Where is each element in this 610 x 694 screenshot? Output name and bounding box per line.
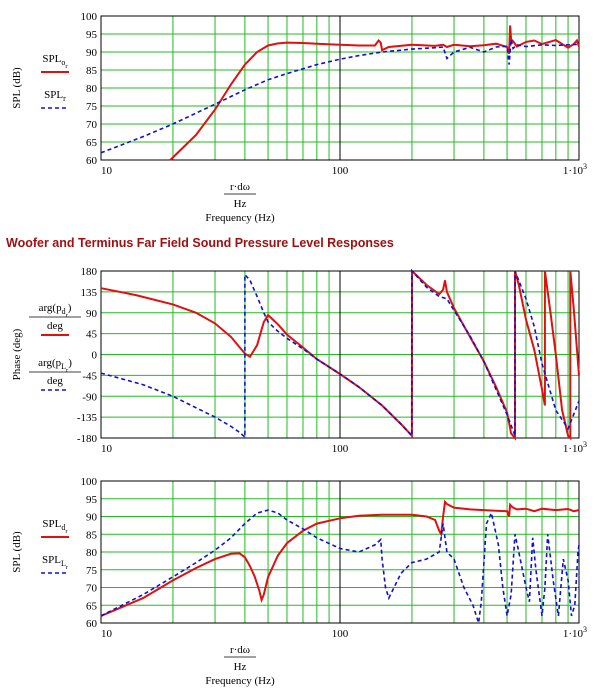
x-tick-exponent: 3: [583, 625, 587, 634]
series-line-2: [100, 509, 580, 624]
x-axis-label: Frequency (Hz): [205, 212, 275, 224]
y-tick-label: 75: [86, 101, 98, 113]
legend-main: p: [56, 357, 62, 369]
legend-main: SPL: [42, 53, 61, 65]
y-tick-label: 135: [81, 287, 98, 299]
y-tick-label: 85: [86, 529, 98, 541]
y-tick-label: 75: [86, 565, 98, 577]
y-tick-label: 100: [81, 476, 98, 488]
series-line-1: [100, 268, 580, 441]
x-tick-exponent: 3: [583, 440, 587, 449]
y-tick-label: 70: [86, 119, 98, 131]
y-tick-label: 70: [86, 583, 98, 595]
y-axis-label: Phase (deg): [11, 328, 23, 380]
plot-frame: [100, 270, 580, 439]
series-line-1: [169, 25, 580, 161]
legend-subsub: r: [65, 63, 68, 70]
y-tick-label: 65: [86, 600, 98, 612]
x-tick-label: 10: [101, 165, 113, 177]
y-tick-label: 95: [86, 29, 98, 41]
x-expression-numerator: r·dω: [230, 181, 250, 193]
x-tick-label: 10: [101, 443, 113, 455]
x-tick-label: 100: [332, 165, 349, 177]
x-tick-label: 1·103: [563, 162, 587, 177]
series-line-2: [100, 39, 580, 154]
legend-close: ): [68, 302, 72, 314]
legend-subsub: r: [66, 312, 69, 319]
y-tick-label: 0: [92, 350, 98, 362]
legend-sub: d: [61, 523, 65, 532]
series-line-2: [100, 268, 580, 439]
y-tick-label: 90: [86, 308, 98, 320]
y-tick-label: 80: [86, 83, 98, 95]
legend-subsub: r: [66, 564, 69, 571]
x-expression-denominator: Hz: [234, 661, 247, 673]
legend-label: SPLor: [42, 53, 68, 70]
y-tick-label: 90: [86, 47, 98, 59]
chart-2: -180 -135 -90 -45 0 45 90 135 180 10 100 1·103 Phase…: [11, 266, 587, 455]
y-tick-label: -180: [77, 433, 98, 445]
x-tick-label: 10: [101, 628, 113, 640]
legend-label: SPLLr: [42, 554, 69, 571]
y-tick-label: 90: [86, 512, 98, 524]
y-tick-label: 45: [86, 329, 98, 341]
legend-sub: r: [63, 94, 66, 103]
legend-subsub: r: [66, 367, 69, 374]
x-axis-label: Frequency (Hz): [205, 675, 275, 687]
x-expression-denominator: Hz: [234, 198, 247, 210]
chart-heading: Woofer and Terminus Far Field Sound Pres…: [6, 236, 394, 250]
chart-1: 60 65 70 75 80 85 90 95 100 10 100 1·103 SPL (dB) SPL…: [11, 11, 587, 224]
legend-main: SPL: [44, 89, 63, 101]
legend-label: arg(pdr): [39, 302, 72, 319]
chart-3: 60 65 70 75 80 85 90 95 100 10 100 1·103 SPL (dB) SPL…: [11, 476, 587, 687]
x-tick-label: 1·103: [563, 625, 587, 640]
x-tick-label: 1·103: [563, 440, 587, 455]
y-tick-label: 80: [86, 547, 98, 559]
x-expression-numerator: r·dω: [230, 644, 250, 656]
legend-main: SPL: [42, 518, 61, 530]
y-axis-label: SPL (dB): [11, 67, 23, 109]
x-tick-label: 100: [332, 443, 349, 455]
legend-sub: o: [61, 58, 65, 67]
y-tick-label: 100: [81, 11, 98, 23]
plot-frame: [100, 480, 580, 624]
legend-label: SPLdr: [42, 518, 68, 535]
y-axis-label: SPL (dB): [11, 531, 23, 573]
legend-denominator: deg: [47, 320, 63, 332]
legend-close: ): [68, 357, 72, 369]
legend-sub: L: [61, 362, 66, 371]
y-tick-label: -90: [82, 391, 97, 403]
legend-sub: L: [61, 559, 66, 568]
y-tick-label: 85: [86, 65, 98, 77]
y-tick-label: 180: [81, 266, 98, 278]
legend-arg: arg(: [39, 302, 57, 314]
y-tick-label: 65: [86, 137, 98, 149]
y-tick-label: -135: [77, 412, 98, 424]
legend-subsub: r: [65, 528, 68, 535]
y-tick-label: 60: [86, 155, 98, 167]
y-tick-label: 60: [86, 618, 98, 630]
x-tick-exponent: 3: [583, 162, 587, 171]
legend-label: arg(pLr): [38, 357, 72, 374]
legend-main: p: [56, 302, 62, 314]
legend-arg: arg(: [38, 357, 56, 369]
legend-label: SPLr: [44, 89, 66, 103]
y-tick-label: 95: [86, 494, 98, 506]
series-line-1: [100, 499, 580, 617]
plot-frame: [100, 15, 580, 161]
legend-denominator: deg: [47, 375, 63, 387]
x-tick-label: 100: [332, 628, 349, 640]
legend-sub: d: [62, 307, 66, 316]
legend-main: SPL: [42, 554, 61, 566]
y-tick-label: -45: [82, 370, 97, 382]
